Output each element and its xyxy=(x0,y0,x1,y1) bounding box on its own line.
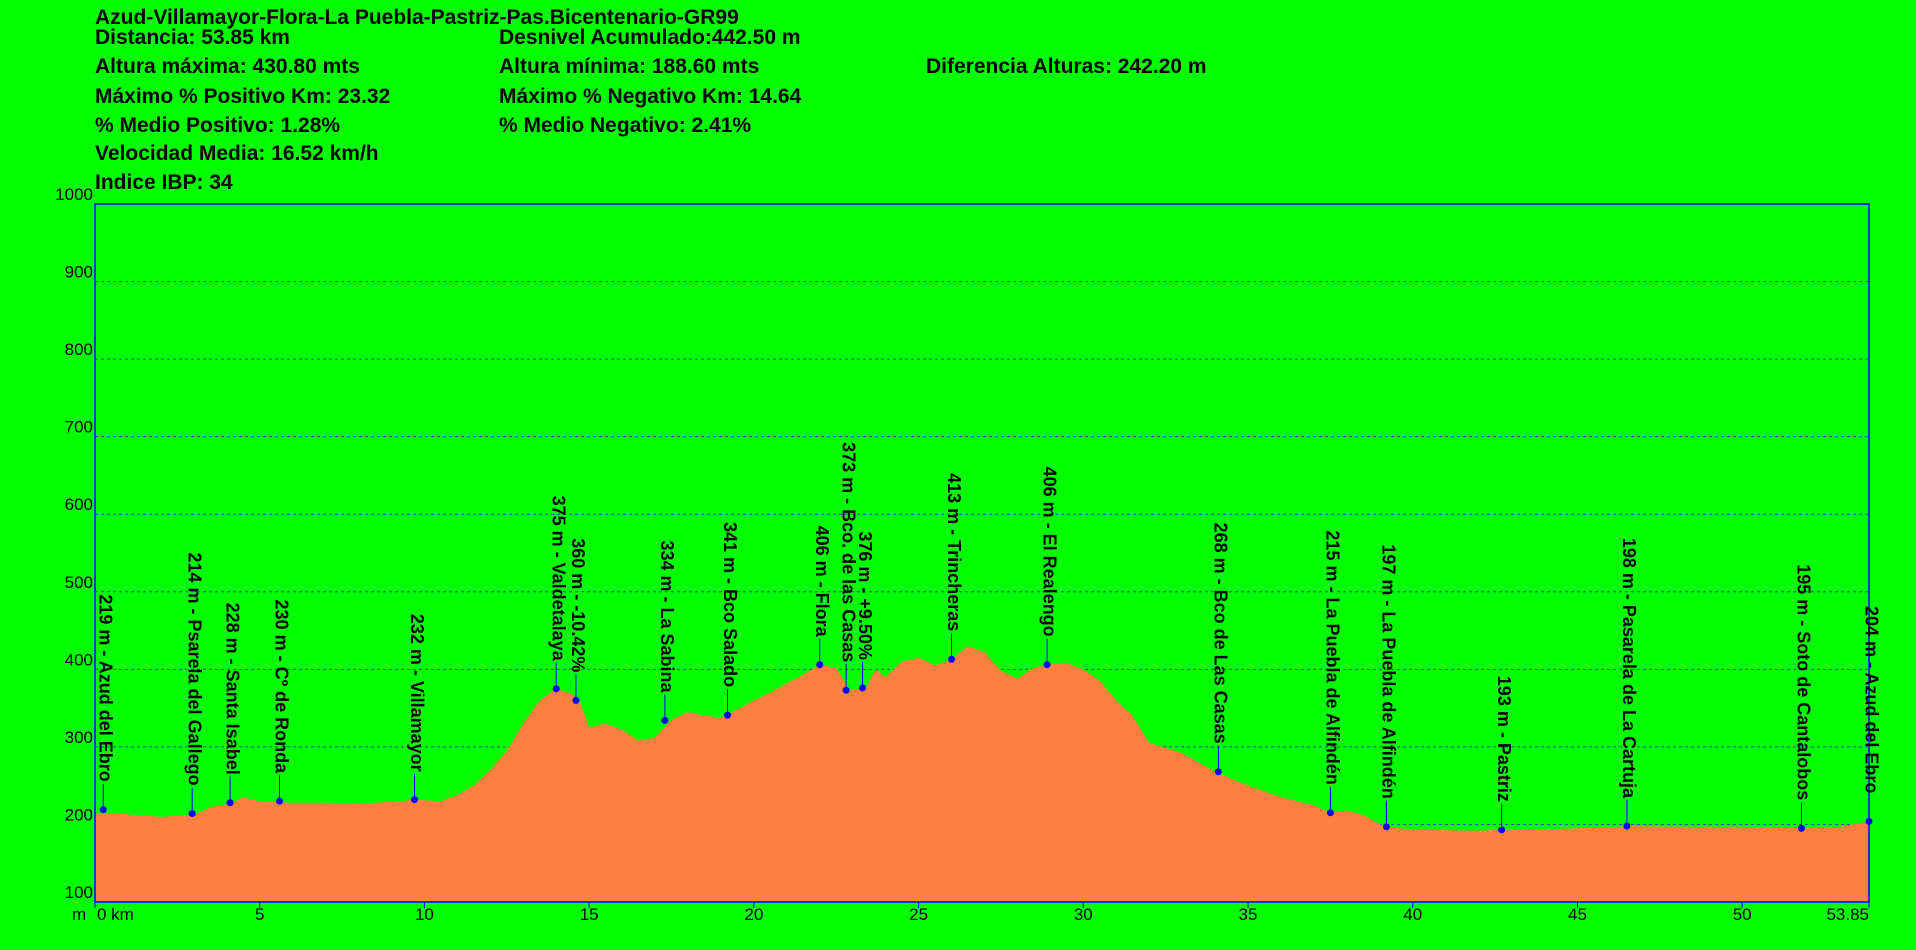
waypoint-label: 373 m - Bco. de las Casas xyxy=(838,442,858,662)
waypoint-marker xyxy=(1623,822,1631,830)
waypoint-marker xyxy=(1797,824,1805,832)
waypoint-label: 232 m - Villamayor xyxy=(407,614,427,772)
x-tick-label: 20 xyxy=(744,905,763,924)
stat-text: Indice IBP: 34 xyxy=(95,171,233,194)
waypoint-label: 195 m - Soto de Cantalobos xyxy=(1794,564,1814,800)
waypoint-label: 219 m - Azud del Ebro xyxy=(95,594,115,781)
stat-text: Máximo % Negativo Km: 14.64 xyxy=(499,85,802,108)
waypoint-marker xyxy=(411,796,419,804)
waypoint-label: 204 m - Azud del Ebro xyxy=(1861,606,1881,793)
y-tick-label: 300 xyxy=(65,728,93,747)
waypoint-marker xyxy=(948,655,956,663)
waypoint-marker xyxy=(1214,768,1222,776)
stat-text: % Medio Positivo: 1.28% xyxy=(95,114,340,137)
x-tick-label: 25 xyxy=(909,905,928,924)
y-tick-label: 500 xyxy=(65,573,93,592)
y-tick-label: 400 xyxy=(65,650,93,669)
waypoint-marker xyxy=(842,686,850,694)
waypoint-marker xyxy=(1865,817,1873,825)
waypoint-marker xyxy=(226,799,234,807)
waypoint-marker xyxy=(1382,823,1390,831)
waypoint-label: 215 m - La Puebla de Alfindén xyxy=(1323,530,1343,784)
stat-text: Diferencia Alturas: 242.20 m xyxy=(926,55,1207,78)
waypoint-label: 198 m - Pasarela de La Cartuja xyxy=(1619,538,1639,799)
y-tick-label: 600 xyxy=(65,495,93,514)
plot-frame xyxy=(94,203,1870,903)
waypoint-label: 360 m - -10.42% xyxy=(568,538,588,672)
waypoint-label: 230 m - Cº de Ronda xyxy=(272,600,292,775)
x-tick-label: 50 xyxy=(1733,905,1752,924)
waypoint-label: 406 m - El Realengo xyxy=(1039,467,1059,637)
y-tick-label: 100 xyxy=(65,883,93,902)
x-tick-label: 40 xyxy=(1403,905,1422,924)
x-tick-label: 53.85 xyxy=(1826,905,1869,924)
waypoint-marker xyxy=(1326,809,1334,817)
y-tick-label: 1000 xyxy=(55,185,93,204)
waypoint-label: 228 m - Santa Isabel xyxy=(222,603,242,775)
waypoint-marker xyxy=(816,661,824,669)
waypoint-label: 376 m - +9.50% xyxy=(855,531,875,660)
stat-text: Distancia: 53.85 km xyxy=(95,26,290,49)
x-tick-label: 15 xyxy=(580,905,599,924)
y-tick-label: 800 xyxy=(65,340,93,359)
waypoint-marker xyxy=(552,685,560,693)
x-tick-label: 10 xyxy=(415,905,434,924)
y-tick-label: 700 xyxy=(65,418,93,437)
waypoint-marker xyxy=(859,684,867,692)
waypoint-label: 375 m - Valdetalaya xyxy=(548,496,568,662)
stat-text: % Medio Negativo: 2.41% xyxy=(499,114,751,137)
stat-text: Altura máxima: 430.80 mts xyxy=(95,55,360,78)
waypoint-marker xyxy=(661,717,669,725)
waypoint-marker xyxy=(572,696,580,704)
elevation-area xyxy=(95,646,1869,902)
stat-text: Máximo % Positivo Km: 23.32 xyxy=(95,85,390,108)
waypoint-label: 341 m - Bco Salado xyxy=(720,522,740,687)
y-tick-label: 200 xyxy=(65,805,93,824)
stat-text: Altura mínima: 188.60 mts xyxy=(499,55,759,78)
waypoint-marker xyxy=(188,810,196,818)
waypoint-label: 197 m - La Puebla de Alfindén xyxy=(1379,544,1399,798)
waypoint-label: 406 m - Flora xyxy=(812,526,832,638)
waypoint-marker xyxy=(275,797,283,805)
waypoint-label: 214 m - Psarela del Gallego xyxy=(184,552,204,785)
x-tick-label: 35 xyxy=(1239,905,1258,924)
stat-text: Desnivel Acumulado:442.50 m xyxy=(499,26,801,49)
waypoint-marker xyxy=(1498,826,1506,834)
x-tick-label: 30 xyxy=(1074,905,1093,924)
waypoint-label: 193 m - Pastriz xyxy=(1494,676,1514,802)
x-tick-label: 45 xyxy=(1568,905,1587,924)
waypoint-marker xyxy=(99,806,107,814)
waypoint-label: 334 m - La Sabina xyxy=(657,540,677,693)
x-tick-label: 5 xyxy=(255,905,264,924)
waypoint-marker xyxy=(724,711,732,719)
waypoint-marker xyxy=(1043,661,1051,669)
y-unit: m xyxy=(72,905,86,924)
stat-text: Velocidad Media: 16.52 km/h xyxy=(95,142,379,165)
y-tick-label: 900 xyxy=(65,263,93,282)
x-tick-label: 0 km xyxy=(97,905,134,924)
waypoint-label: 268 m - Bco de Las Casas xyxy=(1211,523,1231,744)
waypoint-label: 413 m - Trincheras xyxy=(944,473,964,631)
chart-title: Azud-Villamayor-Flora-La Puebla-Pastriz-… xyxy=(95,6,739,29)
